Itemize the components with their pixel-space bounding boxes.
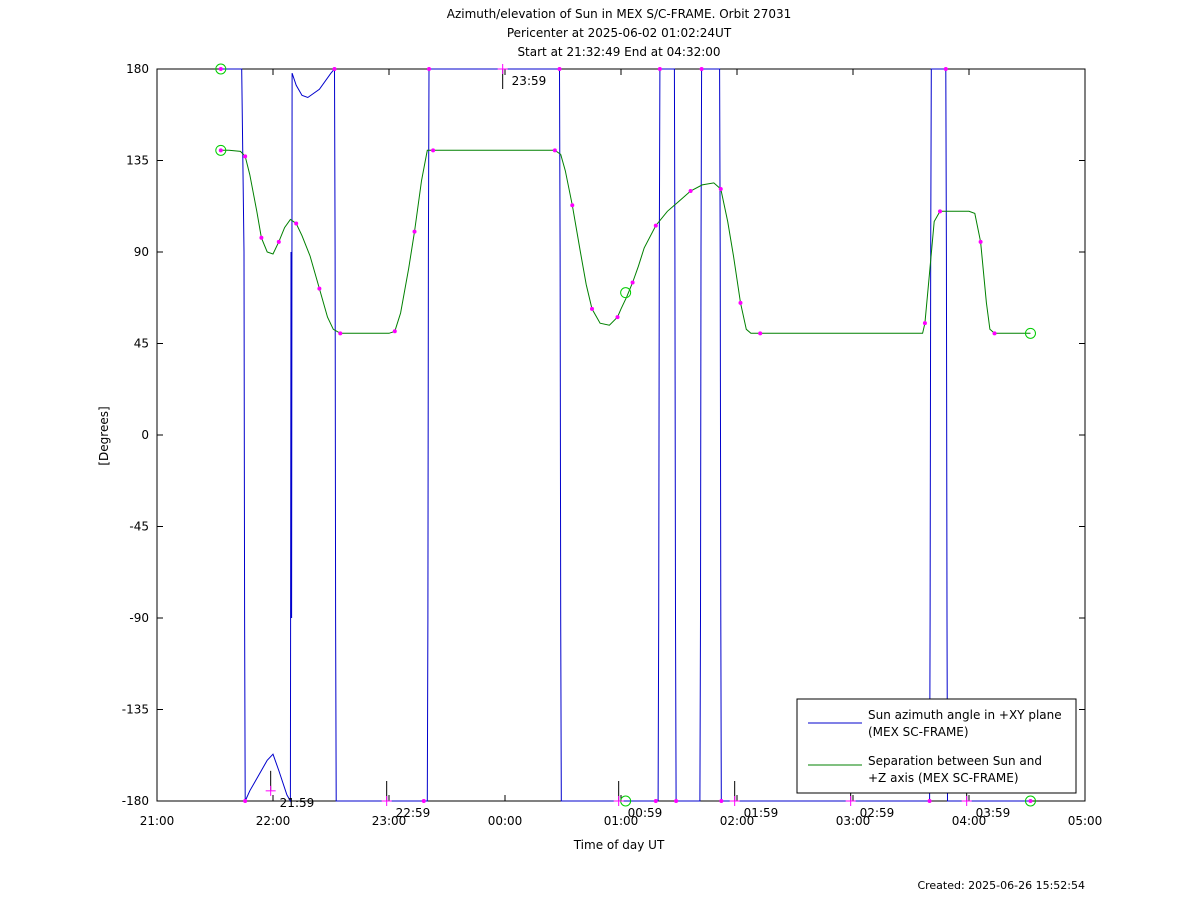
marker-circle-start-az [215,63,227,75]
y-tick-label-6: -90 [129,611,149,625]
separation-point-42 [630,280,635,285]
azimuth-point-56 [943,67,948,71]
y-tick-label-4: 0 [141,428,149,442]
separation-point-30 [552,148,557,153]
separation-point-33 [570,203,575,208]
legend-label-azimuth-line-2: (MEX SC-FRAME) [868,725,969,739]
legend: Sun azimuth angle in +XY plane (MEX SC-F… [796,698,1077,794]
marker-circle-start-sep [215,144,227,156]
separation-point-57 [758,331,763,336]
separation-point-12 [294,221,299,226]
azimuth-point-4 [243,799,248,803]
separation-point-36 [590,306,594,311]
x-axis-label: Time of day UT [573,838,665,852]
separation-point-48 [688,189,693,193]
axis-ticks: 21:00 22:00 23:00 00:00 01:00 02:00 03:00 04:00… [122,62,1103,828]
separation-point-3 [243,154,248,159]
hour-marker-label-5: 02:59 [860,806,895,820]
x-tick-label-3: 00:00 [488,814,523,828]
chart-title: Azimuth/elevation of Sun in MEX S/C-FRAM… [447,7,792,59]
y-tick-label-1: 135 [126,154,149,168]
azimuth-point-34 [653,799,658,803]
title-line-1: Azimuth/elevation of Sun in MEX S/C-FRAM… [447,7,792,21]
separation-point-69 [992,331,997,336]
title-line-2: Pericenter at 2025-06-02 01:02:24UT [507,26,732,40]
separation-point-9 [276,239,281,244]
separation-point-60 [922,321,927,326]
hour-marker-label-6: 03:59 [976,806,1011,820]
x-tick-label-8: 05:00 [1068,814,1103,828]
azimuth-point-38 [657,67,662,71]
x-tick-label-7: 04:00 [952,814,987,828]
markers-layer: 21:59 22:59 23:59 00:59 01:59 02:59 03:59 [215,63,1036,820]
separation-point-15 [317,286,322,291]
hour-marker-label-3: 00:59 [628,806,663,820]
legend-label-azimuth-line-1: Sun azimuth angle in +XY plane [868,708,1062,722]
separation-point-27 [431,148,436,153]
azimuth-point-46 [699,67,704,71]
separation-point-21 [392,329,397,334]
y-tick-label-8: -180 [122,794,149,808]
azimuth-point-24 [421,799,426,803]
marker-circle-end-sep [1024,327,1036,339]
x-tick-label-6: 03:00 [836,814,871,828]
separation-point-6 [259,235,264,240]
x-tick-label-5: 02:00 [720,814,755,828]
separation-point-18 [338,331,343,336]
marker-circle-pericenter-sep [620,287,632,299]
separation-point-45 [653,223,658,228]
marker-circle-end-az [1024,795,1036,807]
y-tick-label-3: 45 [134,337,149,351]
x-tick-label-2: 23:00 [372,814,407,828]
legend-label-azimuth: Sun azimuth angle in +XY plane (MEX SC-F… [868,708,1065,739]
x-tick-label-4: 01:00 [604,814,639,828]
legend-label-separation-line-1: Separation between Sun and [868,754,1042,768]
legend-box [796,698,1077,794]
azimuth-point-60 [1028,799,1033,803]
x-tick-label-1: 22:00 [256,814,291,828]
azimuth-point-28 [427,67,432,71]
created-timestamp: Created: 2025-06-26 15:52:54 [917,879,1085,892]
hour-marker-label-1: 22:59 [396,806,431,820]
plot-area: 21:00 22:00 23:00 00:00 01:00 02:00 03:00 04:00… [122,62,1103,828]
separation-point-66 [978,239,983,244]
separation-point-63 [938,209,942,214]
separation-point-54 [738,300,743,305]
separation-point-39 [615,315,620,320]
x-tick-label-0: 21:00 [140,814,175,828]
azimuth-point-30 [557,67,562,71]
azimuth-point-20 [332,67,337,71]
y-tick-label-2: 90 [134,245,149,259]
y-tick-label-0: 180 [126,62,149,76]
title-line-3: Start at 21:32:49 End at 04:32:00 [517,45,720,59]
azimuth-point-50 [719,799,724,803]
series-line-separation [220,149,1031,334]
series-line-azimuth [220,67,1031,803]
hour-marker-label-4: 01:59 [744,806,779,820]
series-layer [220,67,1031,803]
legend-label-separation: Separation between Sun and +Z axis (MEX … [868,754,1046,785]
y-tick-label-7: -135 [122,703,149,717]
separation-point-24 [412,229,417,234]
y-axis-label: [Degrees] [97,406,111,465]
azimuth-point-42 [674,799,679,803]
azimuth-point-0 [218,67,223,71]
azimuth-point-52 [927,799,932,803]
hour-marker-label-0: 21:59 [280,796,315,810]
legend-label-separation-line-2: +Z axis (MEX SC-FRAME) [868,771,1019,785]
separation-point-51 [718,186,723,191]
y-tick-label-5: -45 [129,520,149,534]
hour-marker-label-2: 23:59 [512,74,547,88]
separation-point-0 [218,148,223,153]
